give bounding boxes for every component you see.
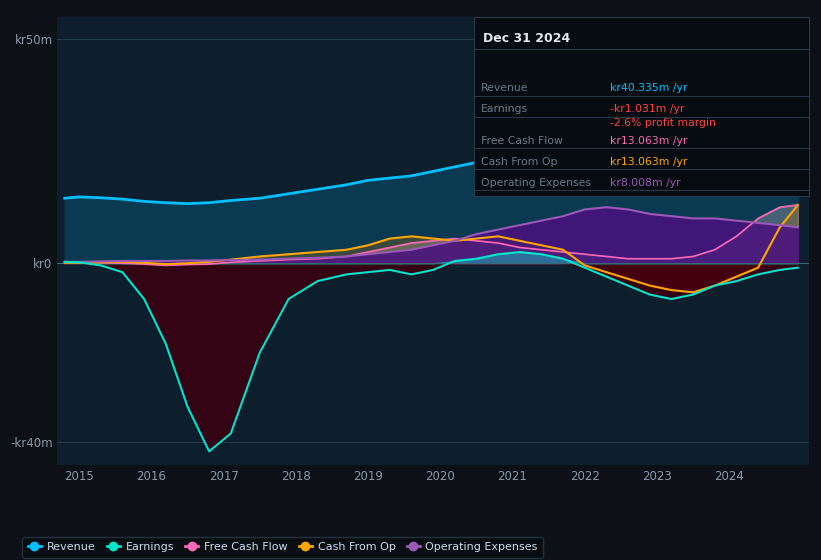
Text: Revenue: Revenue [481,83,529,93]
Text: Earnings: Earnings [481,104,528,114]
Text: kr40.335m /yr: kr40.335m /yr [610,83,687,93]
Text: Dec 31 2024: Dec 31 2024 [483,32,570,45]
Text: -kr1.031m /yr: -kr1.031m /yr [610,104,684,114]
Text: Cash From Op: Cash From Op [481,157,557,166]
Text: kr13.063m /yr: kr13.063m /yr [610,136,687,146]
Text: -2.6% profit margin: -2.6% profit margin [610,118,716,128]
Legend: Revenue, Earnings, Free Cash Flow, Cash From Op, Operating Expenses: Revenue, Earnings, Free Cash Flow, Cash … [22,536,544,558]
Text: kr8.008m /yr: kr8.008m /yr [610,178,681,188]
Text: Operating Expenses: Operating Expenses [481,178,591,188]
Text: kr13.063m /yr: kr13.063m /yr [610,157,687,166]
Text: Free Cash Flow: Free Cash Flow [481,136,563,146]
